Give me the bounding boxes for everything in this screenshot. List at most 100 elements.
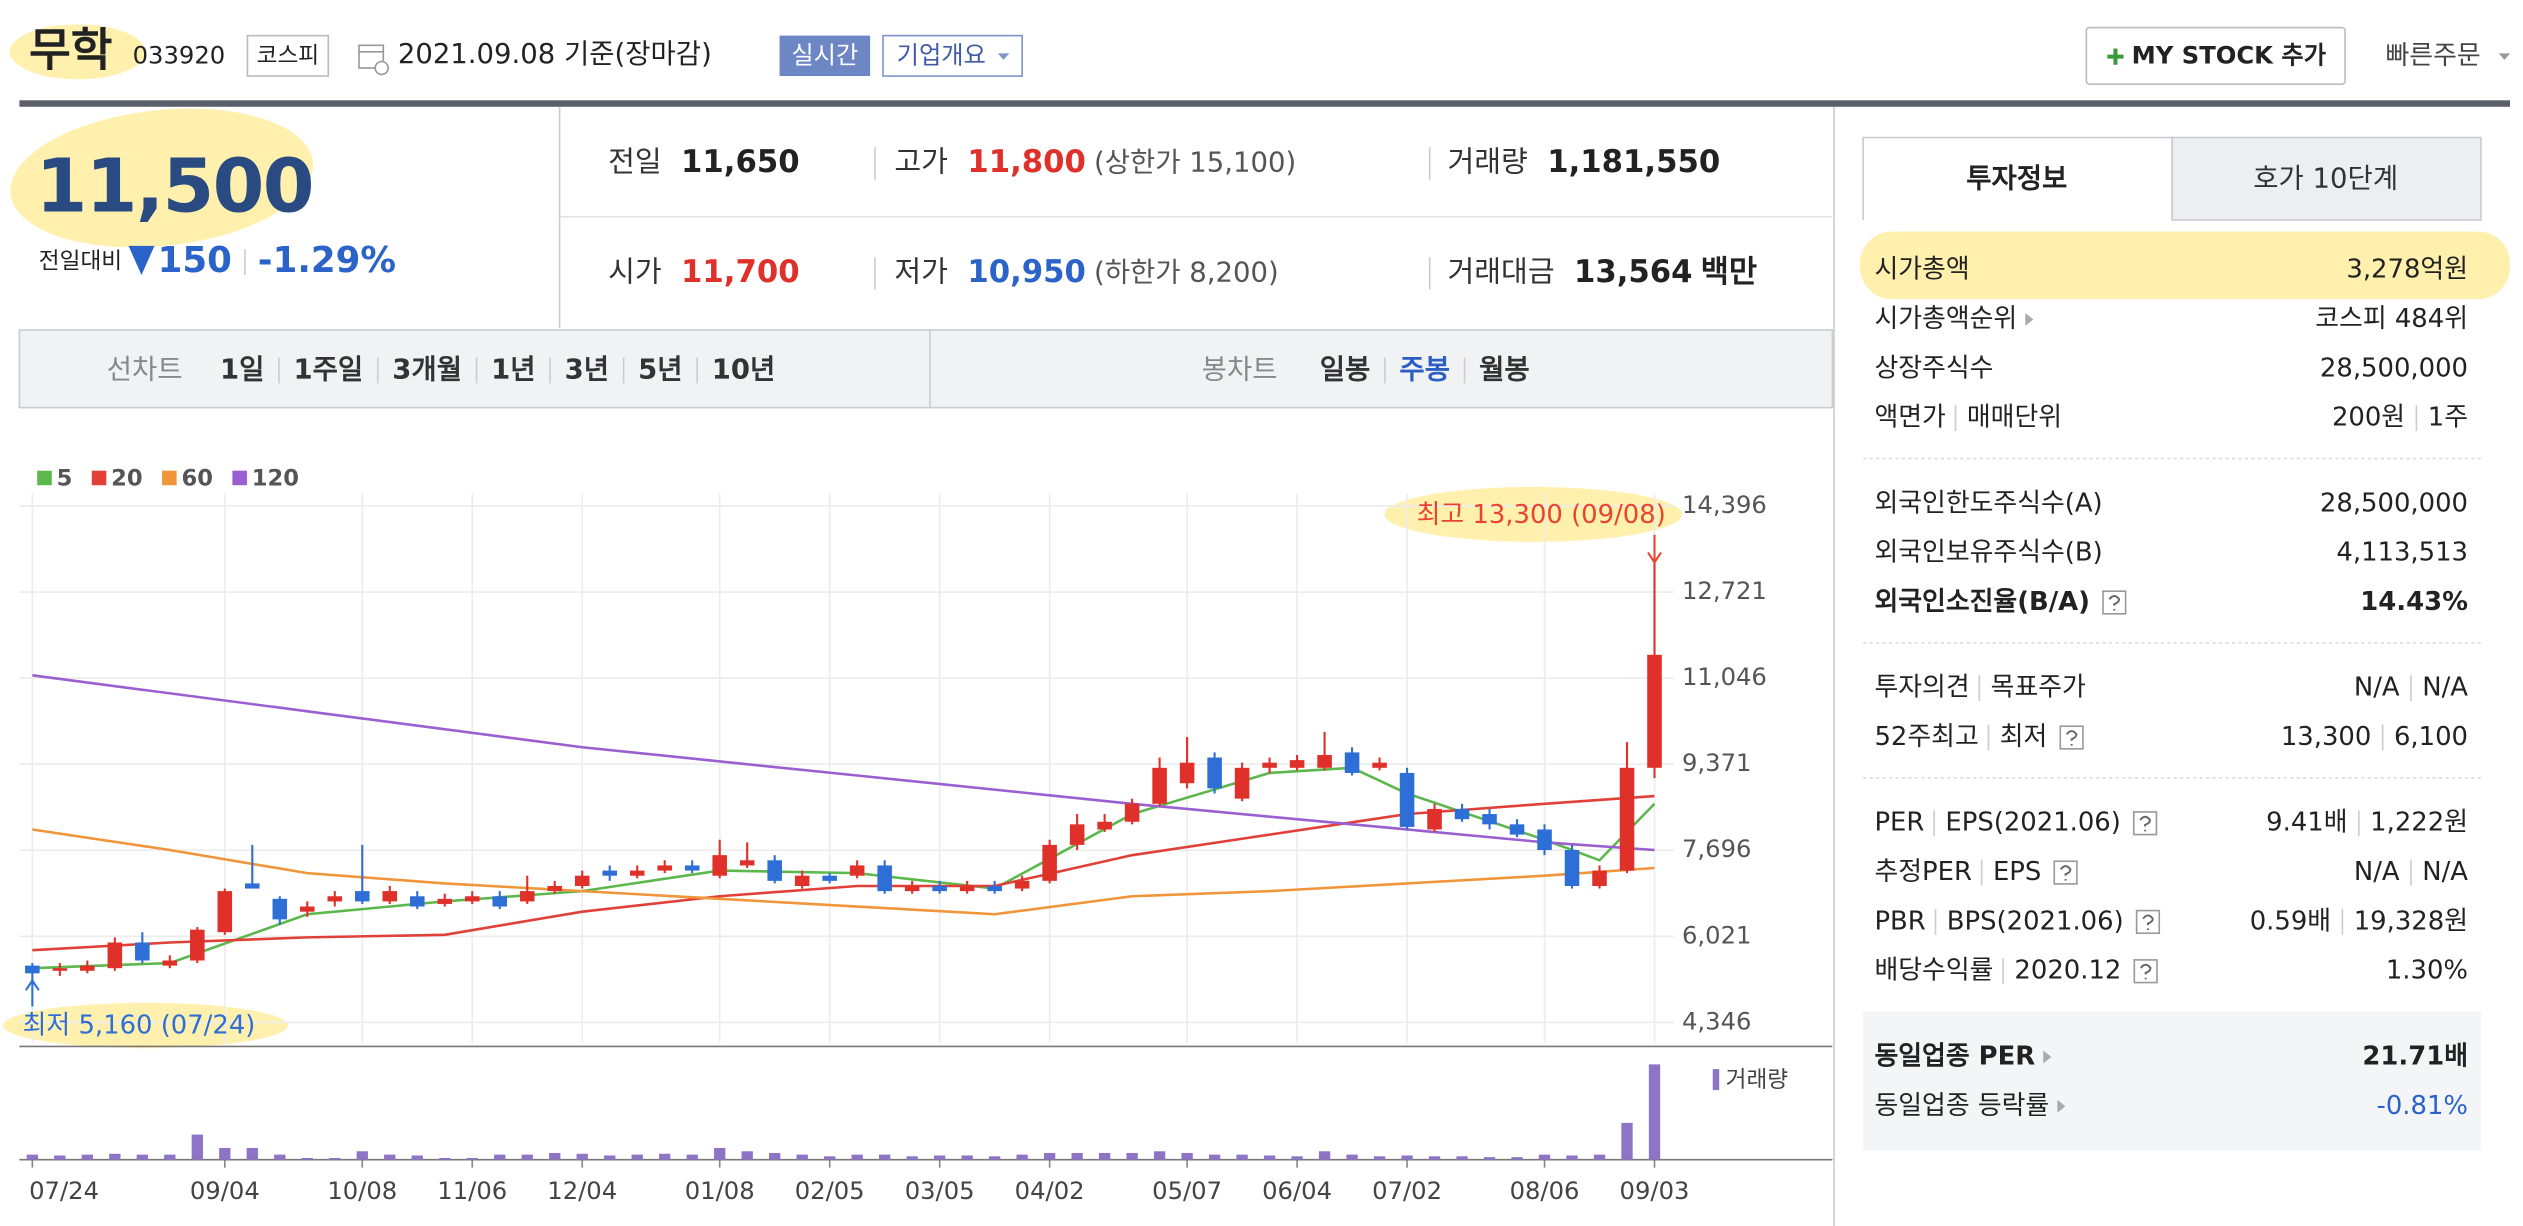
arrow-head [25, 978, 40, 991]
quote-value: 11,700 [681, 254, 800, 290]
info-label: 상장주식수 [1874, 353, 1993, 383]
x-tick-label: 12/04 [547, 1176, 617, 1205]
quote-limit: (하한가 8,200) [1094, 256, 1279, 288]
candle-body [904, 885, 920, 892]
legend-swatch [37, 470, 52, 486]
candle-body [822, 875, 837, 881]
candle-body [1097, 821, 1112, 830]
help-icon[interactable] [2132, 811, 2158, 836]
help-icon[interactable] [2133, 959, 2158, 984]
x-tick-label: 04/02 [1015, 1176, 1085, 1205]
tab-label[interactable]: 투자정보 [1966, 163, 2067, 195]
period-tab[interactable]: 10년 [712, 353, 776, 385]
volume-bar [466, 1157, 478, 1160]
candle-body [1317, 754, 1332, 768]
help-icon[interactable] [2135, 909, 2161, 935]
candle-body [190, 929, 205, 961]
volume-bar [1181, 1152, 1193, 1160]
period-tab[interactable]: 5년 [638, 353, 682, 385]
x-tick-label: 01/08 [685, 1176, 755, 1205]
change-label: 전일대비 [39, 249, 122, 275]
info-label: 52주최고 [1874, 722, 1978, 752]
x-tick-label: 05/07 [1152, 1176, 1222, 1205]
volume-bar [219, 1147, 231, 1160]
highlight [1384, 486, 1682, 542]
volume-bar [1346, 1154, 1358, 1160]
candle-body [574, 875, 590, 886]
legend-label: 5 [57, 465, 73, 491]
volume-bar [356, 1151, 368, 1160]
quote-label: 거래대금 [1447, 254, 1554, 288]
period-tab[interactable]: 1일 [220, 353, 264, 385]
info-value: 200원 [2332, 403, 2405, 433]
info-value: 28,500,000 [2320, 488, 2468, 518]
period-tab[interactable]: 일봉 [1320, 353, 1371, 385]
volume-bar [246, 1147, 258, 1160]
volume-bar [933, 1155, 946, 1160]
volume-bar [1428, 1156, 1441, 1160]
volume-bar [1373, 1156, 1386, 1160]
info-value: 4,113,513 [2336, 538, 2468, 568]
plus-icon [2107, 48, 2124, 65]
x-tick-label: 02/05 [795, 1176, 865, 1205]
candle-body [492, 896, 508, 907]
volume-bar [191, 1134, 203, 1160]
volume-bar [494, 1154, 506, 1160]
date: 2021.09.08 기준(장마감) [398, 38, 712, 70]
x-tick-label: 09/04 [190, 1176, 260, 1205]
candle-body [657, 865, 672, 871]
info-label: 동일업종 PER [1874, 1041, 2035, 1071]
candle-body [52, 968, 68, 971]
candle-body [1179, 762, 1195, 784]
quote-value: 11,800 [967, 144, 1086, 180]
candle-body [629, 870, 645, 876]
candle-body [1207, 757, 1222, 789]
candle-body [1427, 808, 1442, 830]
company-info-button[interactable] [882, 34, 1023, 77]
candle-body [877, 865, 892, 892]
period-tab[interactable]: 3년 [565, 353, 609, 385]
period-bar [18, 329, 1834, 409]
tab-label[interactable]: 호가 10단계 [2253, 163, 2398, 195]
info-label: PER [1874, 808, 1924, 838]
y-tick-label: 12,721 [1682, 576, 1767, 605]
quote-value: 1,181,550 [1547, 144, 1720, 180]
y-tick-label: 4,346 [1682, 1006, 1751, 1035]
y-tick-label: 7,696 [1682, 834, 1751, 863]
help-icon[interactable] [2059, 725, 2084, 750]
quick-order[interactable]: 빠른주문 [2386, 41, 2481, 71]
volume-bar [274, 1154, 286, 1160]
help-icon[interactable] [2102, 590, 2127, 615]
market: 코스피 [257, 43, 319, 69]
volume-bar [26, 1154, 39, 1160]
candle-body [1344, 752, 1360, 773]
my-stock[interactable]: MY STOCK 추가 [2132, 41, 2326, 70]
period-tab[interactable]: 월봉 [1479, 353, 1530, 385]
volume-bar [301, 1157, 313, 1160]
my-stock-button[interactable] [2085, 26, 2346, 85]
info-label: 투자의견 [1874, 673, 1969, 703]
candle-body [1234, 767, 1250, 799]
tab[interactable] [2171, 136, 2482, 221]
tab[interactable] [1862, 136, 2173, 220]
period-tab[interactable]: 1주일 [293, 353, 363, 385]
volume-bar [824, 1156, 836, 1160]
help-icon[interactable] [2053, 860, 2078, 885]
legend-label: 거래량 [1726, 1067, 1789, 1093]
period-tab[interactable]: 1년 [491, 353, 535, 385]
info-label: BPS(2021.06) [1947, 906, 2124, 936]
realtime[interactable]: 실시간 [791, 41, 858, 70]
arrow-icon [2043, 1050, 2052, 1064]
company-info[interactable]: 기업개요 [897, 41, 986, 70]
realtime-button[interactable] [779, 35, 871, 77]
volume-bar [1153, 1151, 1166, 1160]
volume-bar [741, 1151, 753, 1160]
period-tab[interactable]: 3개월 [392, 353, 462, 385]
candle-body [987, 885, 1002, 892]
candle-body [547, 885, 563, 892]
info-label: 외국인한도주식수(A) [1874, 488, 2102, 518]
volume-bar [851, 1154, 863, 1160]
info-value: 21.71배 [2362, 1041, 2468, 1071]
current-price: 11,500 [36, 142, 313, 229]
period-tab[interactable]: 주봉 [1399, 353, 1450, 385]
